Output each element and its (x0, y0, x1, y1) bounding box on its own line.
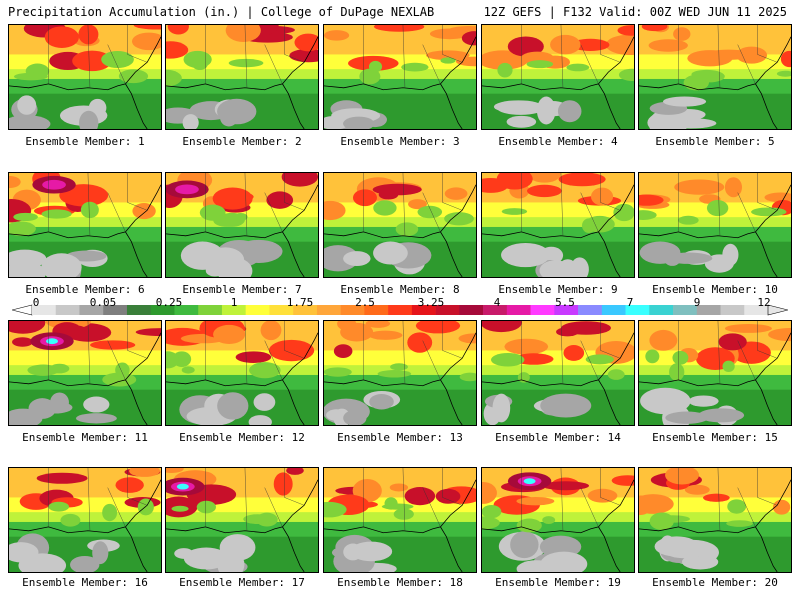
ensemble-member-label: Ensemble Member: 12 (179, 431, 305, 444)
colorbar-segment (530, 305, 555, 315)
colorbar-tick-label: 0 (32, 296, 40, 309)
model-run-info: 12Z GEFS | F132 Valid: 00Z WED JUN 11 20… (483, 5, 787, 19)
colorbar-segment (483, 305, 508, 315)
ensemble-member-label: Ensemble Member: 4 (498, 135, 618, 148)
ensemble-member-map (165, 172, 319, 278)
colorbar-segment (696, 305, 721, 315)
ensemble-member-map (638, 320, 792, 426)
ensemble-member-map (165, 467, 319, 573)
colorbar-segment (32, 305, 57, 315)
colorbar-labels: 0 0.05 0.25 1 1.75 2.5 3.25 4 5.5 7 9 12 (0, 296, 800, 309)
colorbar-tick-label: 2.5 (355, 296, 375, 309)
colorbar-tick-label: 1 (230, 296, 238, 309)
ensemble-member-label: Ensemble Member: 14 (495, 431, 621, 444)
colorbar-segment (720, 305, 745, 315)
ensemble-member-map (323, 320, 477, 426)
ensemble-member-map (638, 172, 792, 278)
colorbar-segment (435, 305, 460, 315)
colorbar-tick-label: 4 (493, 296, 501, 309)
colorbar-segment (506, 305, 531, 315)
ensemble-member-map (8, 172, 162, 278)
ensemble-member-label: Ensemble Member: 2 (182, 135, 302, 148)
map-title: Precipitation Accumulation (in.) | Colle… (8, 5, 435, 19)
colorbar-segment (459, 305, 484, 315)
ensemble-member-label: Ensemble Member: 10 (652, 283, 778, 296)
ensemble-member-map (638, 24, 792, 130)
colorbar-segment (150, 305, 175, 315)
colorbar-segment (198, 305, 223, 315)
colorbar-segment (55, 305, 80, 315)
ensemble-member-map (323, 467, 477, 573)
colorbar-segment (269, 305, 294, 315)
ensemble-member-label: Ensemble Member: 15 (652, 431, 778, 444)
ensemble-member-map (481, 24, 635, 130)
ensemble-member-label: Ensemble Member: 9 (498, 283, 618, 296)
ensemble-member-map (8, 24, 162, 130)
ensemble-member-label: Ensemble Member: 13 (337, 431, 463, 444)
ensemble-member-map (638, 467, 792, 573)
colorbar-segment (673, 305, 698, 315)
colorbar-segment (126, 305, 152, 315)
colorbar-tick-label: 0.25 (155, 296, 183, 309)
ensemble-member-label: Ensemble Member: 3 (340, 135, 460, 148)
colorbar-segment (79, 305, 104, 315)
ensemble-member-label: Ensemble Member: 17 (179, 576, 305, 589)
ensemble-member-map (481, 320, 635, 426)
colorbar-segment (174, 305, 199, 315)
ensemble-member-map (165, 320, 319, 426)
colorbar-segment (649, 305, 674, 315)
colorbar-segment (601, 305, 626, 315)
colorbar-segment (411, 305, 436, 315)
colorbar-segment (744, 305, 769, 315)
ensemble-member-label: Ensemble Member: 11 (22, 431, 148, 444)
ensemble-member-label: Ensemble Member: 6 (25, 283, 145, 296)
ensemble-member-map (323, 172, 477, 278)
ensemble-member-label: Ensemble Member: 18 (337, 576, 463, 589)
colorbar-segment (578, 305, 603, 315)
ensemble-member-map (8, 467, 162, 573)
colorbar-segment (625, 305, 650, 315)
colorbar-segment (388, 305, 413, 315)
ensemble-member-label: Ensemble Member: 8 (340, 283, 460, 296)
ensemble-member-map (323, 24, 477, 130)
colorbar-right-arrow (767, 304, 788, 316)
colorbar-tick-label: 7 (626, 296, 634, 309)
colorbar-segment (340, 305, 365, 315)
colorbar-segment (245, 305, 270, 315)
ensemble-member-map (481, 467, 635, 573)
colorbar-tick-label: 1.75 (286, 296, 314, 309)
colorbar-segment (554, 305, 579, 315)
colorbar-segment (293, 305, 318, 315)
colorbar-tick-label: 3.25 (417, 296, 445, 309)
ensemble-member-label: Ensemble Member: 16 (22, 576, 148, 589)
ensemble-member-label: Ensemble Member: 7 (182, 283, 302, 296)
colorbar-tick-label: 5.5 (555, 296, 575, 309)
ensemble-member-label: Ensemble Member: 5 (655, 135, 775, 148)
ensemble-member-map (165, 24, 319, 130)
ensemble-member-map (8, 320, 162, 426)
colorbar (12, 304, 788, 316)
colorbar-segment (316, 305, 341, 315)
colorbar-segment (221, 305, 246, 315)
colorbar-tick-label: 9 (693, 296, 701, 309)
ensemble-member-label: Ensemble Member: 19 (495, 576, 621, 589)
ensemble-member-label: Ensemble Member: 1 (25, 135, 145, 148)
colorbar-segment (103, 305, 128, 315)
colorbar-tick-label: 0.05 (89, 296, 117, 309)
colorbar-segment (364, 305, 389, 315)
ensemble-member-map (481, 172, 635, 278)
colorbar-tick-label: 12 (757, 296, 771, 309)
ensemble-member-label: Ensemble Member: 20 (652, 576, 778, 589)
